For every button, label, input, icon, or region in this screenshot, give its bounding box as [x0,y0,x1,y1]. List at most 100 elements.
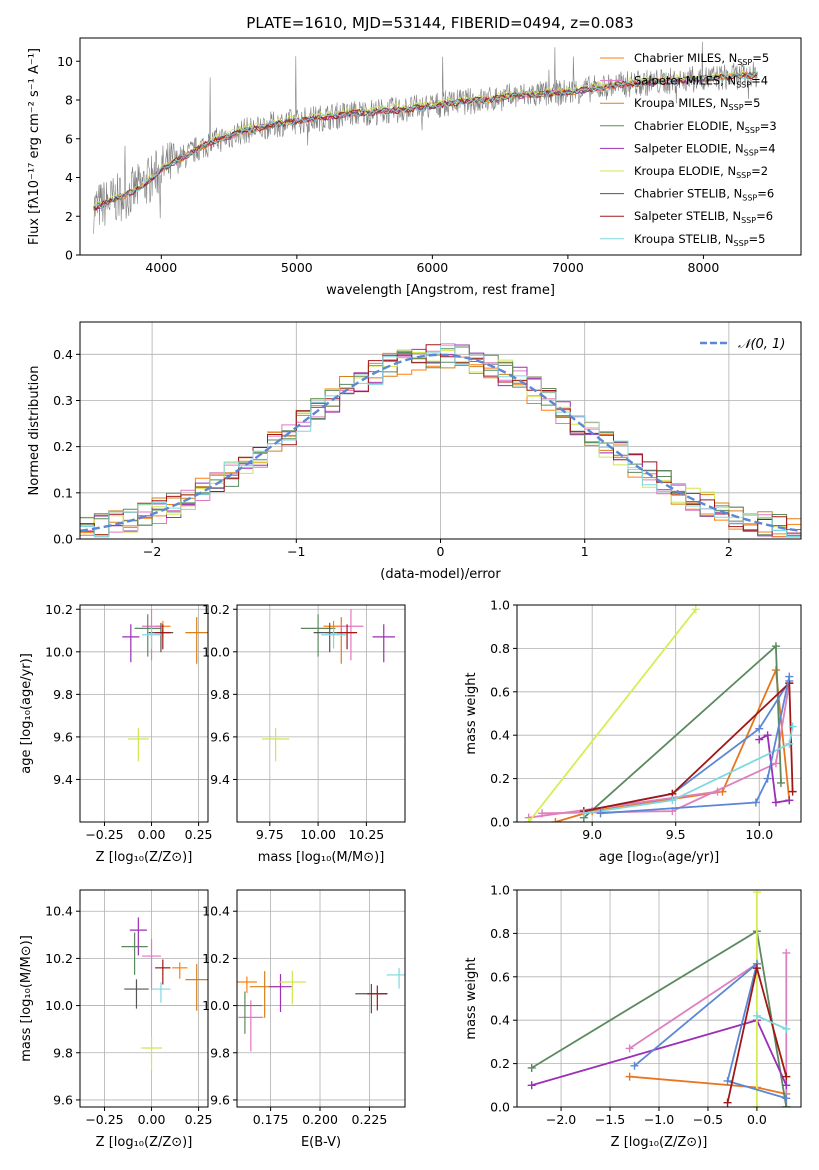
y-tick-label: 10.4 [45,904,73,919]
x-tick-label: 0.25 [185,827,213,842]
x-axis-label: Z [log₁₀(Z/Z⊙)] [611,1135,708,1150]
model-line [93,71,758,212]
legend-label: 𝒩(0, 1) [738,337,785,352]
legend-text: Kroupa STELIB, N [634,232,734,246]
weight-marker [551,818,560,822]
weight-marker [782,1103,791,1107]
legend-label: Kroupa STELIB, NSSP=5 [634,232,765,248]
y-tick-label: 1.0 [490,883,510,898]
weight-marker [752,890,761,897]
weight-marker [782,948,791,957]
legend-value: =2 [751,164,768,178]
x-tick-label: 0.200 [302,1112,338,1127]
y-tick-label: 8 [65,93,73,108]
y-tick-label: 0.4 [490,728,510,743]
x-tick-label: −0.25 [85,1112,123,1127]
weight-marker [630,1061,639,1070]
weight-marker [579,809,588,818]
x-tick-label: 10.00 [300,827,336,842]
weight-marker [785,672,794,681]
weight-line [756,1015,787,1030]
spectrum-line [93,41,758,234]
weight-marker [668,796,677,805]
legend-subscript: SSP [734,239,749,248]
x-tick-label: 0.25 [185,1112,213,1127]
y-tick-label: 0.1 [53,485,73,500]
x-axis-label: (data-model)/error [380,567,501,582]
y-tick-label: 10.2 [202,602,230,617]
y-tick-label: 0.2 [490,771,510,786]
legend-subscript: SSP [744,148,759,157]
x-tick-label: −0.25 [85,827,123,842]
weight-line [527,608,697,822]
weight-marker [782,1094,791,1103]
legend-label: Salpeter MILES, NSSP=4 [634,74,768,90]
legend: 𝒩(0, 1) [700,337,785,352]
legend-text: Chabrier STELIB, N [634,187,742,201]
y-tick-label: 0.8 [490,926,510,941]
legend-subscript: SSP [736,81,751,90]
panel-mass_vs_EBV: 0.175 0.200 0.225 9.6 9.8 10.0 10.2 10.4 E(B-V) [202,889,406,1150]
legend-text: Kroupa MILES, N [634,96,729,110]
x-tick-label: 0.225 [352,1112,388,1127]
legend-value: =4 [759,141,776,155]
y-tick-label: 9.8 [210,1045,230,1060]
y-tick-label: 10.2 [45,951,73,966]
x-tick-label: 0 [437,544,445,559]
panel-weight_vs_age: 9.0 9.5 10.0 0.0 0.2 0.4 0.6 0.8 1.0 age [log₁₀(a… [464,598,802,865]
y-tick-label: 0.4 [53,347,73,362]
axes-frame [236,889,406,1108]
weight-marker [788,722,797,731]
legend-label: Chabrier ELODIE, NSSP=3 [634,119,777,135]
legend-label: Kroupa MILES, NSSP=5 [634,96,760,112]
legend-text: Salpeter MILES, N [634,74,736,88]
x-tick-label: −1 [287,544,305,559]
x-tick-label: 0.00 [138,827,166,842]
plot-area [122,609,208,762]
weight-line [633,961,787,1100]
legend-text: Salpeter STELIB, N [634,209,741,223]
y-tick-label: 0.8 [490,641,510,656]
y-tick-label: 0.3 [53,393,73,408]
x-axis-label: E(B-V) [301,1135,341,1150]
plot-area [524,605,797,822]
y-axis-label: Flux [fλ10⁻¹⁷ erg cm⁻² s⁻¹ A⁻¹] [27,48,42,245]
x-tick-label: 0.00 [138,1112,166,1127]
legend-value: =5 [752,51,769,65]
legend-text: Salpeter ELODIE, N [634,141,744,155]
y-tick-label: 0.4 [490,1013,510,1028]
legend-value: =3 [760,119,777,133]
legend-label: Kroupa ELODIE, NSSP=2 [634,164,768,180]
weight-line [583,726,794,815]
weight-marker [713,787,722,796]
x-tick-label: 9.0 [582,827,602,842]
model-line [93,73,758,211]
weight-marker [785,796,794,805]
y-tick-label: 10.0 [45,998,73,1013]
y-axis-label: mass [log₁₀(M/M⊙)] [19,935,34,1062]
y-tick-label: 0.2 [53,439,73,454]
y-tick-label: 1.0 [490,598,510,613]
legend-value: =5 [749,232,766,246]
plot-area [80,343,801,538]
axes-frame [236,604,406,823]
y-tick-label: 9.6 [210,729,230,744]
weight-line [629,963,758,1050]
x-axis-label: Z [log₁₀(Z/Z⊙)] [96,1135,193,1150]
x-tick-label: 10.0 [745,827,773,842]
weight-marker [782,1072,791,1081]
weight-marker [755,724,764,733]
y-axis-label: mass weight [464,672,479,754]
y-tick-label: 6 [65,131,73,146]
y-axis-label: mass weight [464,957,479,1039]
y-tick-label: 2 [65,209,73,224]
legend-label: Chabrier MILES, NSSP=5 [634,51,769,67]
figure-title: PLATE=1610, MJD=53144, FIBERID=0494, z=0… [246,14,633,32]
panel-mass_vs_Z: −0.25 0.00 0.25 9.6 9.8 10.0 10.2 10.4 Z [log₁₀(… [19,889,213,1150]
y-tick-label: 10.0 [45,644,73,659]
y-tick-label: 10 [57,54,73,69]
histogram-step [80,345,801,538]
weight-marker [723,1076,732,1085]
y-tick-label: 0.0 [53,532,73,547]
